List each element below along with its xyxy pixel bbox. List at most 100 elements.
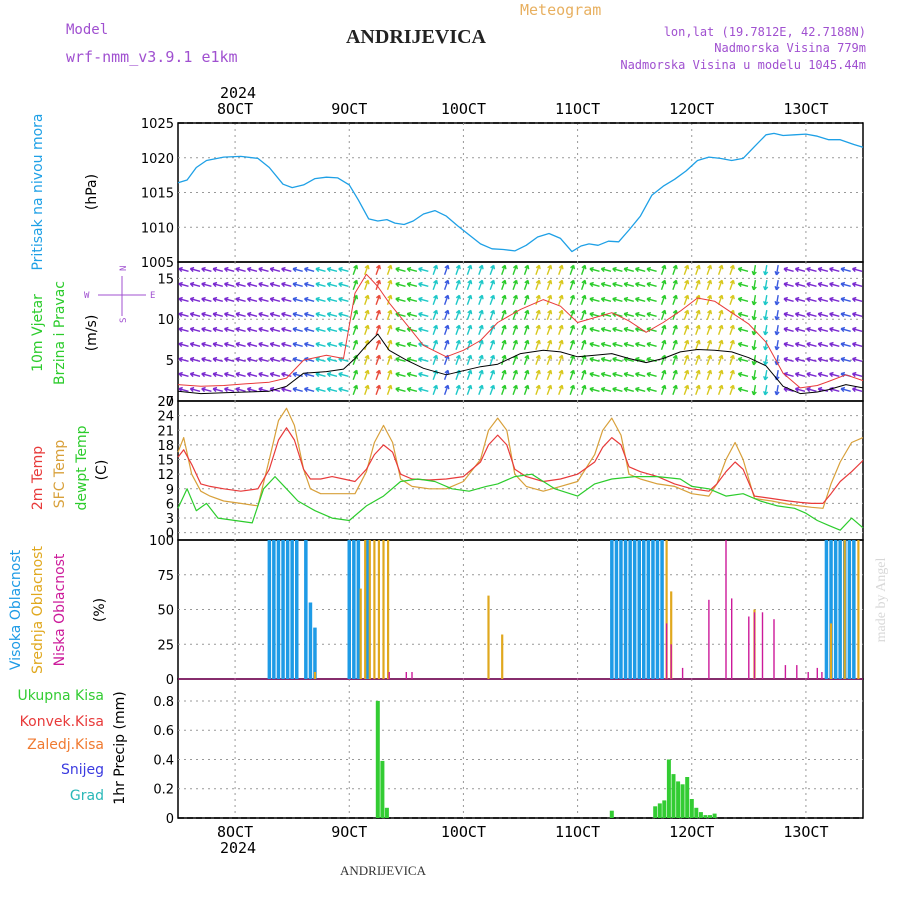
wind-arrow bbox=[774, 339, 780, 351]
wind-arrow bbox=[672, 354, 678, 365]
x-tick-label-top: 10OCT bbox=[441, 100, 486, 118]
wind-arrow bbox=[612, 356, 623, 363]
wind-arrow bbox=[683, 354, 690, 365]
pressure-ylabel: Pritisak na nivou mora bbox=[30, 113, 46, 270]
wind-arrow bbox=[717, 309, 724, 320]
wind-arrow bbox=[600, 296, 612, 303]
wind-arrow bbox=[672, 369, 678, 380]
wind-arrow bbox=[395, 266, 406, 273]
wind-arrow bbox=[292, 386, 303, 393]
wind-arrow bbox=[783, 311, 794, 318]
wind-arrow bbox=[558, 294, 564, 305]
y-tick-label: 0.4 bbox=[153, 753, 174, 768]
meteogram-label: Meteogram bbox=[520, 1, 601, 19]
mid-cloud-bar bbox=[843, 540, 846, 679]
wind-arrow bbox=[315, 326, 326, 333]
wind-arrow bbox=[395, 386, 406, 393]
wind-arrow bbox=[546, 279, 553, 290]
x-tick-label-top: 8OCT bbox=[217, 100, 253, 118]
high-cloud-bar bbox=[352, 540, 356, 679]
wind-arrow bbox=[466, 294, 473, 305]
wind-arrow bbox=[315, 371, 326, 378]
wind-arrow bbox=[589, 296, 600, 303]
wind-arrow bbox=[600, 341, 612, 348]
wind-arrow bbox=[660, 369, 667, 380]
wind-arrow bbox=[672, 294, 678, 305]
high-cloud-bar bbox=[272, 540, 276, 679]
wind-arrow bbox=[406, 371, 418, 378]
low-cloud-bar bbox=[388, 672, 390, 679]
wind-arrow bbox=[829, 266, 840, 273]
wind-arrow bbox=[623, 326, 634, 333]
y-tick-label: 0 bbox=[166, 673, 174, 688]
precip-legend-snow: Snijeg bbox=[61, 762, 104, 778]
wind-arrow bbox=[660, 384, 667, 395]
wind-arrow bbox=[600, 326, 612, 333]
wind-arrow bbox=[646, 311, 657, 318]
wind-arrow bbox=[851, 371, 863, 378]
wind-arrow bbox=[783, 341, 794, 348]
wind-arrow bbox=[235, 266, 246, 273]
mid-cloud-bar bbox=[368, 540, 371, 679]
high-cloud-bar bbox=[838, 540, 842, 679]
high-cloud-bar bbox=[852, 540, 856, 679]
wind-arrow bbox=[829, 356, 840, 363]
wind-arrow bbox=[695, 279, 701, 290]
wind-arrow bbox=[235, 296, 246, 303]
wind-arrow bbox=[201, 371, 212, 378]
wind-arrow bbox=[501, 294, 507, 305]
wind-arrow bbox=[829, 311, 840, 318]
model-label: Model bbox=[66, 22, 108, 38]
wind-arrow bbox=[201, 356, 212, 363]
wind-arrow bbox=[364, 324, 370, 335]
high-cloud-bar bbox=[295, 540, 299, 679]
wind-arrow bbox=[466, 309, 473, 320]
wind-arrow bbox=[580, 384, 587, 395]
wind-arrow bbox=[375, 279, 381, 290]
model-name: wrf-nmm_v3.9.1 e1km bbox=[66, 48, 238, 66]
wind-arrow bbox=[751, 309, 757, 321]
y-tick-label: 0 bbox=[166, 395, 174, 410]
wind-arrow bbox=[406, 311, 418, 318]
wind-arrow bbox=[729, 324, 735, 335]
station-title: ANDRIJEVICA bbox=[346, 26, 487, 48]
wind-arrow bbox=[840, 341, 851, 348]
wind-unit: (m/s) bbox=[84, 315, 100, 352]
wind-arrow bbox=[806, 341, 817, 348]
low-cloud-bar bbox=[405, 672, 407, 679]
wind-arrow bbox=[189, 326, 201, 333]
precip-bar bbox=[698, 812, 703, 818]
precip-bar bbox=[671, 774, 676, 818]
high-cloud-bar bbox=[619, 540, 623, 679]
wind-arrow bbox=[466, 369, 473, 380]
x-tick-label-top: 11OCT bbox=[555, 100, 600, 118]
wind-arrow bbox=[338, 281, 349, 288]
wind-arrow bbox=[763, 279, 769, 291]
wind-arrow bbox=[375, 264, 381, 275]
high-cloud-bar bbox=[313, 627, 317, 679]
wind-arrow bbox=[695, 354, 701, 365]
wind-arrow bbox=[794, 386, 806, 393]
high-cloud-bar bbox=[829, 540, 833, 679]
wind-arrow bbox=[201, 266, 212, 273]
wind-arrow bbox=[535, 279, 541, 290]
wind-arrow bbox=[717, 279, 724, 290]
wind-arrow bbox=[589, 356, 600, 363]
wind-arrow bbox=[258, 266, 269, 273]
wind-arrow bbox=[418, 266, 429, 273]
wind-arrow bbox=[455, 264, 461, 275]
wind-arrow bbox=[546, 369, 553, 380]
wind-arrow bbox=[840, 326, 851, 333]
wind-arrow bbox=[338, 266, 349, 273]
wind-arrow bbox=[763, 264, 769, 276]
wind-arrow bbox=[660, 309, 667, 320]
precip-bar bbox=[375, 700, 380, 818]
wind-arrow bbox=[695, 339, 701, 350]
wind-arrow bbox=[315, 386, 326, 393]
low-cloud-bar bbox=[796, 665, 798, 679]
wind-arrow bbox=[763, 339, 769, 351]
high-cloud-bar bbox=[632, 540, 637, 679]
dewpt-line bbox=[177, 473, 864, 531]
wind-arrow bbox=[466, 354, 473, 365]
wind-arrow bbox=[706, 339, 713, 350]
